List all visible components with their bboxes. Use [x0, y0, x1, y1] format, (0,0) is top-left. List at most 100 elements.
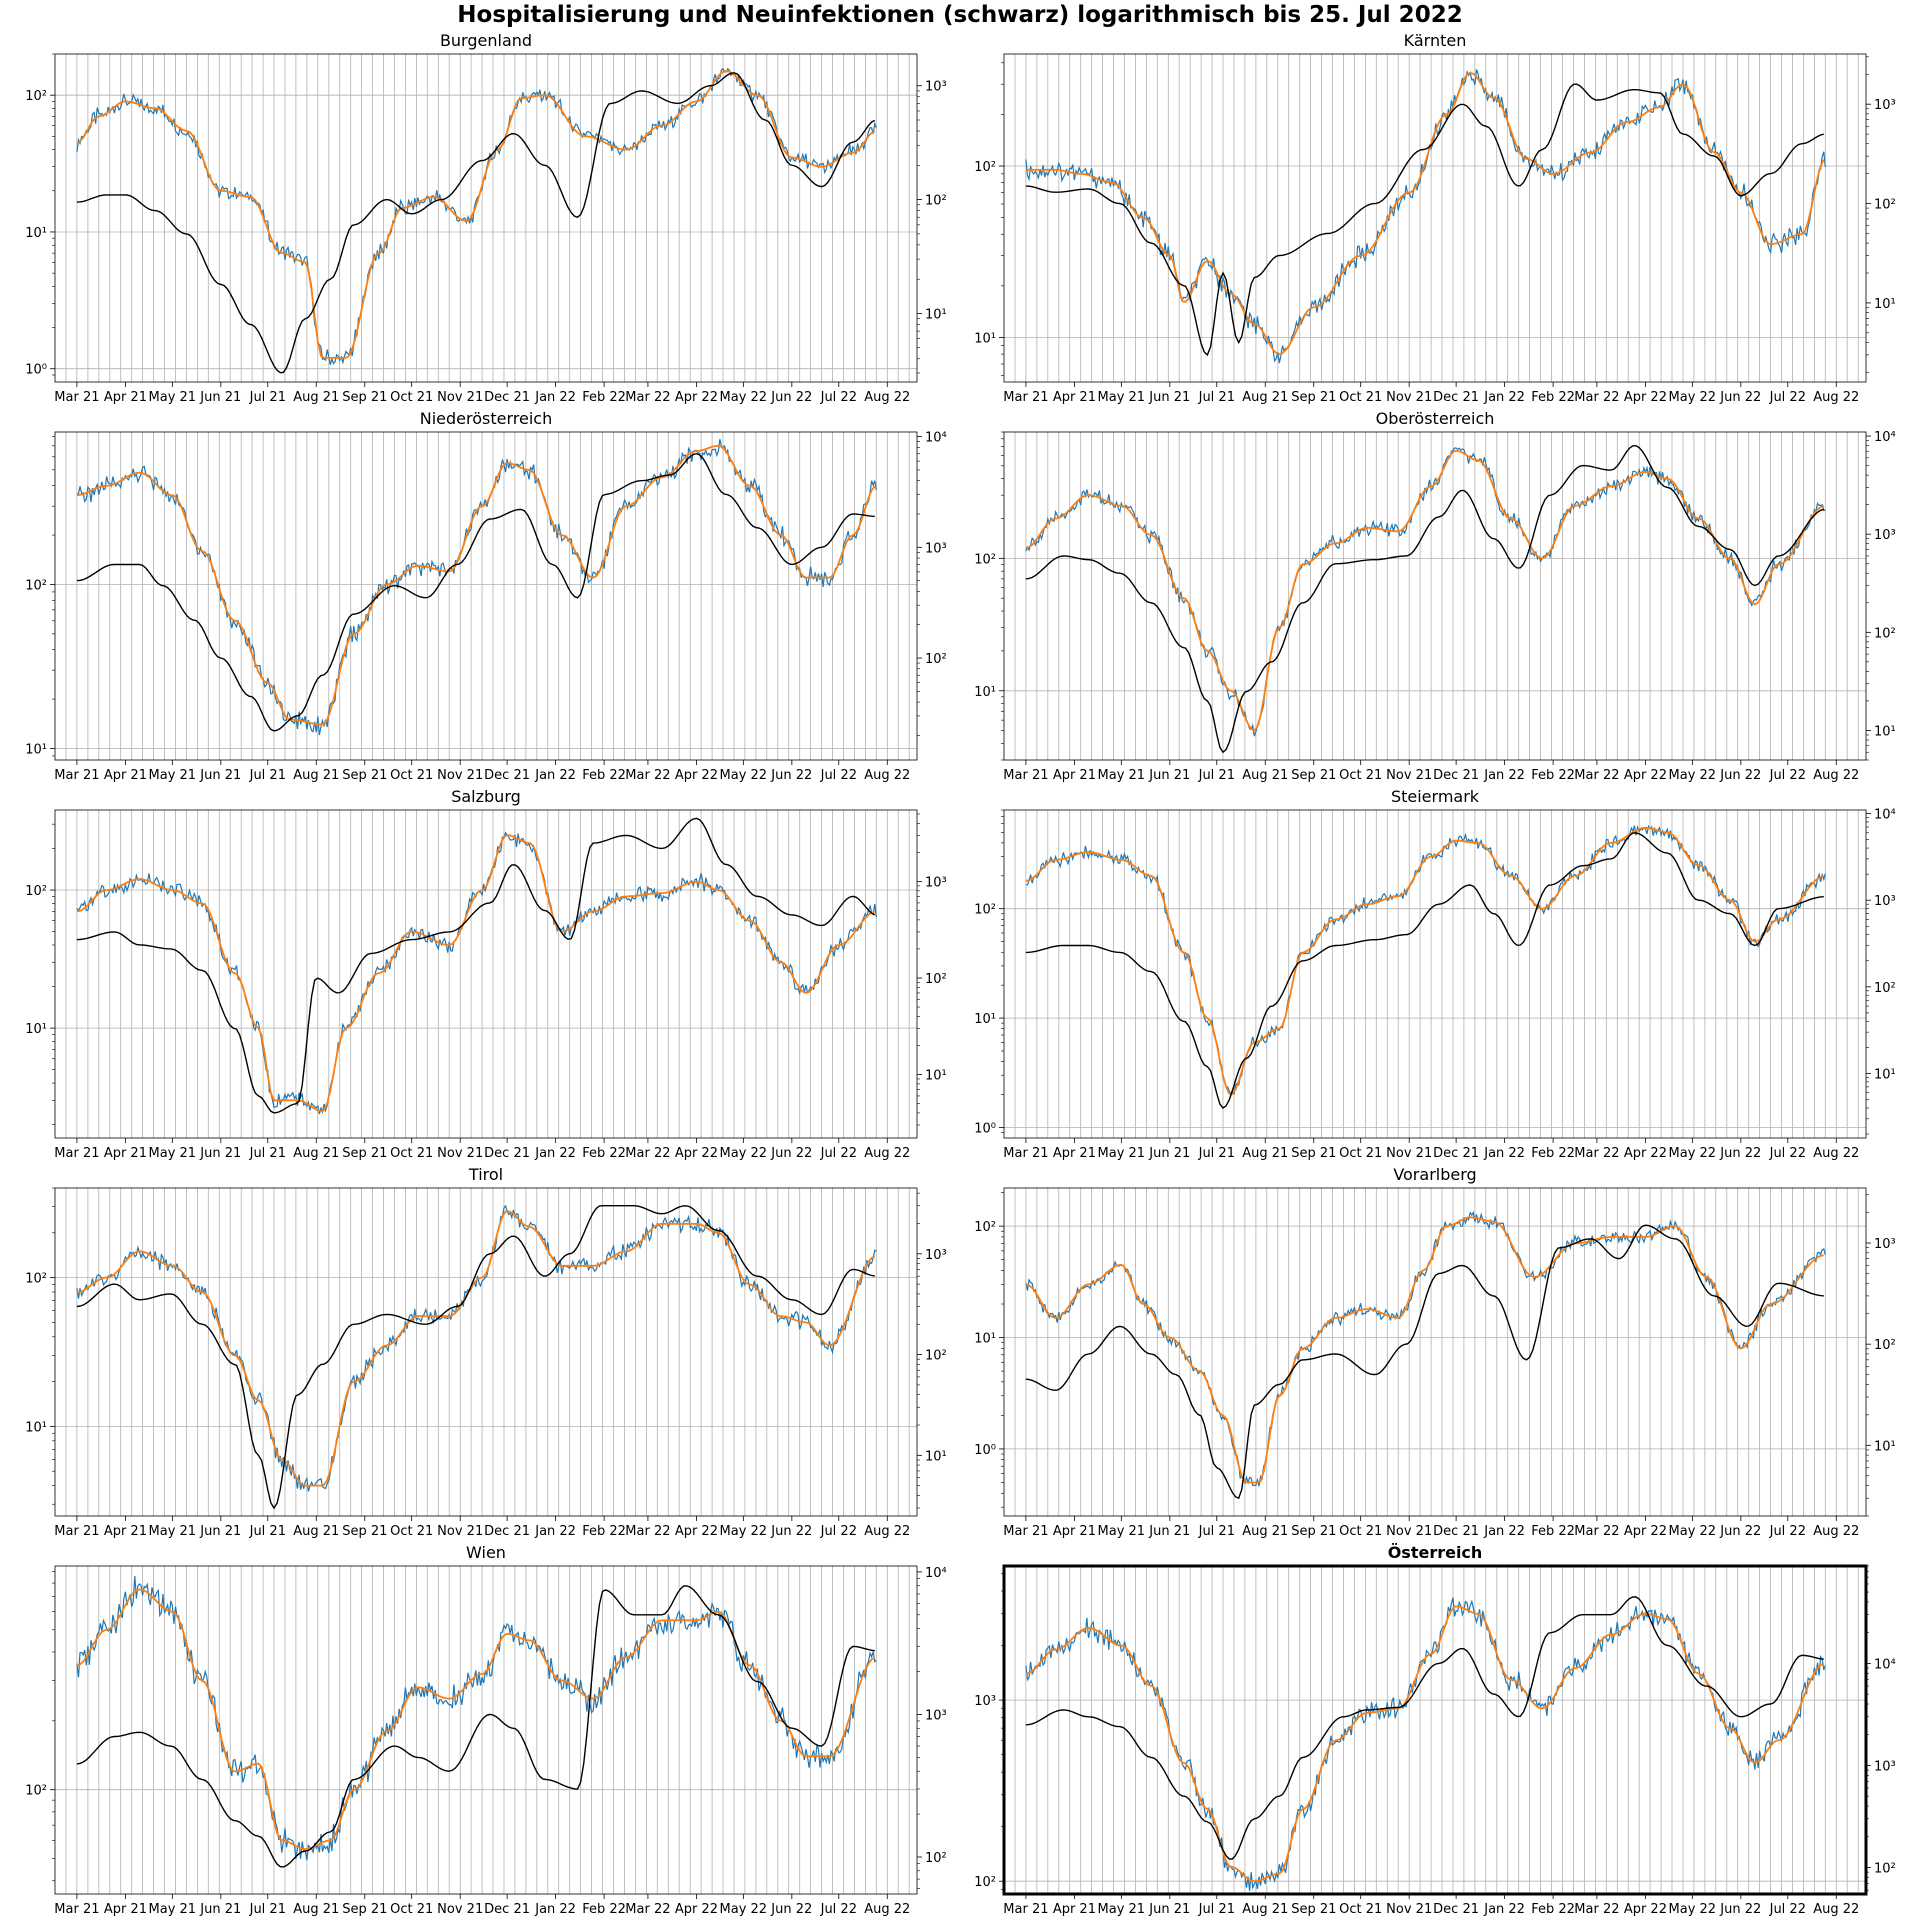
- hospitalized-smoothed-line: [76, 834, 876, 1113]
- x-tick-label: Mar 22: [1574, 1146, 1619, 1161]
- x-tick-label: Aug 21: [293, 1524, 339, 1539]
- x-tick-label: May 22: [720, 768, 768, 783]
- subplot-5: Mar 21 Apr 21 May 21 Jun 21 Jul 21 Aug 21 Sep …: [974, 787, 1896, 1161]
- x-tick-label: Aug 22: [864, 768, 910, 783]
- x-tick-label: Jun 22: [770, 390, 812, 405]
- y-tick-label: 10²: [25, 89, 47, 104]
- x-tick-label: Jul 21: [1198, 768, 1235, 783]
- subplot-3: Mar 21 Apr 21 May 21 Jun 21 Jul 21 Aug 21 Sep …: [974, 409, 1896, 783]
- x-tick-label: Apr 22: [1624, 1524, 1667, 1539]
- x-tick-label: Jun 21: [1148, 1146, 1190, 1161]
- x-tick-label: Oct 21: [1339, 1146, 1382, 1161]
- x-tick-label: Jun 21: [199, 1902, 241, 1917]
- x-tick-label: Feb 22: [582, 1902, 626, 1917]
- y2-tick-label: 10³: [1874, 98, 1896, 113]
- x-tick-label: Jul 22: [1769, 390, 1806, 405]
- x-tick-label: May 22: [1669, 768, 1717, 783]
- x-tick-label: Jul 21: [1198, 1146, 1235, 1161]
- x-tick-label: Feb 22: [1531, 1146, 1575, 1161]
- hospitalized-smoothed-line: [1025, 826, 1825, 1095]
- x-tick-label: Mar 21: [54, 1146, 99, 1161]
- x-tick-label: Oct 21: [390, 1524, 433, 1539]
- x-tick-label: May 21: [149, 390, 197, 405]
- x-tick-label: Aug 21: [1242, 1146, 1288, 1161]
- subplot-title: Steiermark: [1391, 787, 1480, 806]
- series-group: [1025, 824, 1826, 1109]
- hospitalized-raw-line: [76, 67, 877, 365]
- x-tick-label: Dec 21: [484, 768, 530, 783]
- subplot-title: Vorarlberg: [1393, 1165, 1476, 1184]
- x-tick-label: Sep 21: [1291, 1146, 1336, 1161]
- x-tick-label: Aug 22: [864, 390, 910, 405]
- y2-tick-label: 10³: [1874, 1759, 1896, 1774]
- x-tick-label: Aug 22: [864, 1146, 910, 1161]
- subplot-2: Mar 21 Apr 21 May 21 Jun 21 Jul 21 Aug 21 Sep …: [25, 409, 947, 783]
- y2-tick-label: 10²: [925, 972, 947, 987]
- x-tick-label: Oct 21: [390, 390, 433, 405]
- hospitalized-raw-line: [76, 831, 877, 1115]
- x-tick-label: May 21: [1098, 1146, 1146, 1161]
- plot-frame: [54, 809, 918, 1139]
- x-tick-label: Nov 21: [437, 390, 483, 405]
- x-tick-label: Aug 21: [1242, 1902, 1288, 1917]
- x-tick-label: Jul 21: [249, 1902, 286, 1917]
- infections-line: [1025, 1596, 1824, 1860]
- x-tick-label: Feb 22: [1531, 1524, 1575, 1539]
- hospitalized-smoothed-line: [1025, 1605, 1825, 1883]
- x-tick-label: May 21: [149, 1146, 197, 1161]
- x-tick-label: Apr 21: [1053, 1524, 1096, 1539]
- y2-tick-label: 10²: [1874, 1862, 1896, 1877]
- x-tick-label: Dec 21: [1433, 768, 1479, 783]
- x-tick-label: Jan 22: [1483, 390, 1525, 405]
- x-tick-label: Mar 22: [625, 1524, 670, 1539]
- x-tick-label: Jun 22: [1719, 1146, 1761, 1161]
- y2-tick-label: 10¹: [1874, 1439, 1896, 1454]
- y-tick-label: 10²: [974, 552, 996, 567]
- y2-tick-label: 10³: [1874, 1237, 1896, 1252]
- x-tick-label: Jun 21: [1148, 1902, 1190, 1917]
- subplot-title: Kärnten: [1404, 31, 1467, 50]
- x-tick-label: Mar 22: [625, 1146, 670, 1161]
- infections-line: [1025, 832, 1824, 1109]
- x-tick-label: Dec 21: [484, 1902, 530, 1917]
- series-group: [1025, 1596, 1826, 1891]
- subplot-0: Mar 21 Apr 21 May 21 Jun 21 Jul 21 Aug 21 Sep …: [25, 31, 947, 405]
- subplot-title: Salzburg: [451, 787, 521, 806]
- hospitalized-raw-line: [1025, 1597, 1826, 1891]
- x-tick-label: Jul 22: [1769, 1524, 1806, 1539]
- subplot-title: Oberösterreich: [1376, 409, 1495, 428]
- x-tick-label: Jul 22: [820, 1524, 857, 1539]
- x-tick-label: Mar 22: [1574, 1902, 1619, 1917]
- x-tick-label: Nov 21: [1386, 1524, 1432, 1539]
- y2-tick-label: 10²: [925, 1349, 947, 1364]
- y-tick-label: 10¹: [974, 1332, 996, 1347]
- x-tick-label: Nov 21: [1386, 390, 1432, 405]
- x-tick-label: Jul 21: [1198, 1902, 1235, 1917]
- x-tick-label: Nov 21: [437, 1524, 483, 1539]
- x-tick-label: May 22: [1669, 1902, 1717, 1917]
- y2-tick-label: 10²: [925, 194, 947, 209]
- y2-tick-label: 10³: [925, 541, 947, 556]
- hospitalized-smoothed-line: [76, 444, 876, 726]
- x-tick-label: Jul 21: [1198, 1524, 1235, 1539]
- x-tick-label: Aug 21: [293, 768, 339, 783]
- x-tick-label: May 21: [1098, 1902, 1146, 1917]
- x-tick-label: Dec 21: [1433, 1146, 1479, 1161]
- x-tick-label: Oct 21: [390, 768, 433, 783]
- y2-tick-label: 10⁴: [1874, 1657, 1896, 1672]
- y-tick-label: 10¹: [974, 685, 996, 700]
- subplot-1: Mar 21 Apr 21 May 21 Jun 21 Jul 21 Aug 21 Sep …: [974, 31, 1896, 405]
- y2-tick-label: 10¹: [925, 308, 947, 323]
- plot-frame: [1003, 809, 1867, 1139]
- y2-tick-label: 10²: [1874, 626, 1896, 641]
- x-tick-label: Sep 21: [342, 1524, 387, 1539]
- x-tick-label: Jan 22: [1483, 1146, 1525, 1161]
- x-tick-label: Oct 21: [1339, 1524, 1382, 1539]
- x-tick-label: Apr 22: [675, 390, 718, 405]
- subplot-9: Mar 21 Apr 21 May 21 Jun 21 Jul 21 Aug 21 Sep …: [974, 1543, 1896, 1917]
- x-tick-label: Oct 21: [1339, 390, 1382, 405]
- y2-tick-label: 10³: [1874, 528, 1896, 543]
- x-tick-label: Jun 22: [770, 768, 812, 783]
- x-tick-label: Aug 21: [293, 390, 339, 405]
